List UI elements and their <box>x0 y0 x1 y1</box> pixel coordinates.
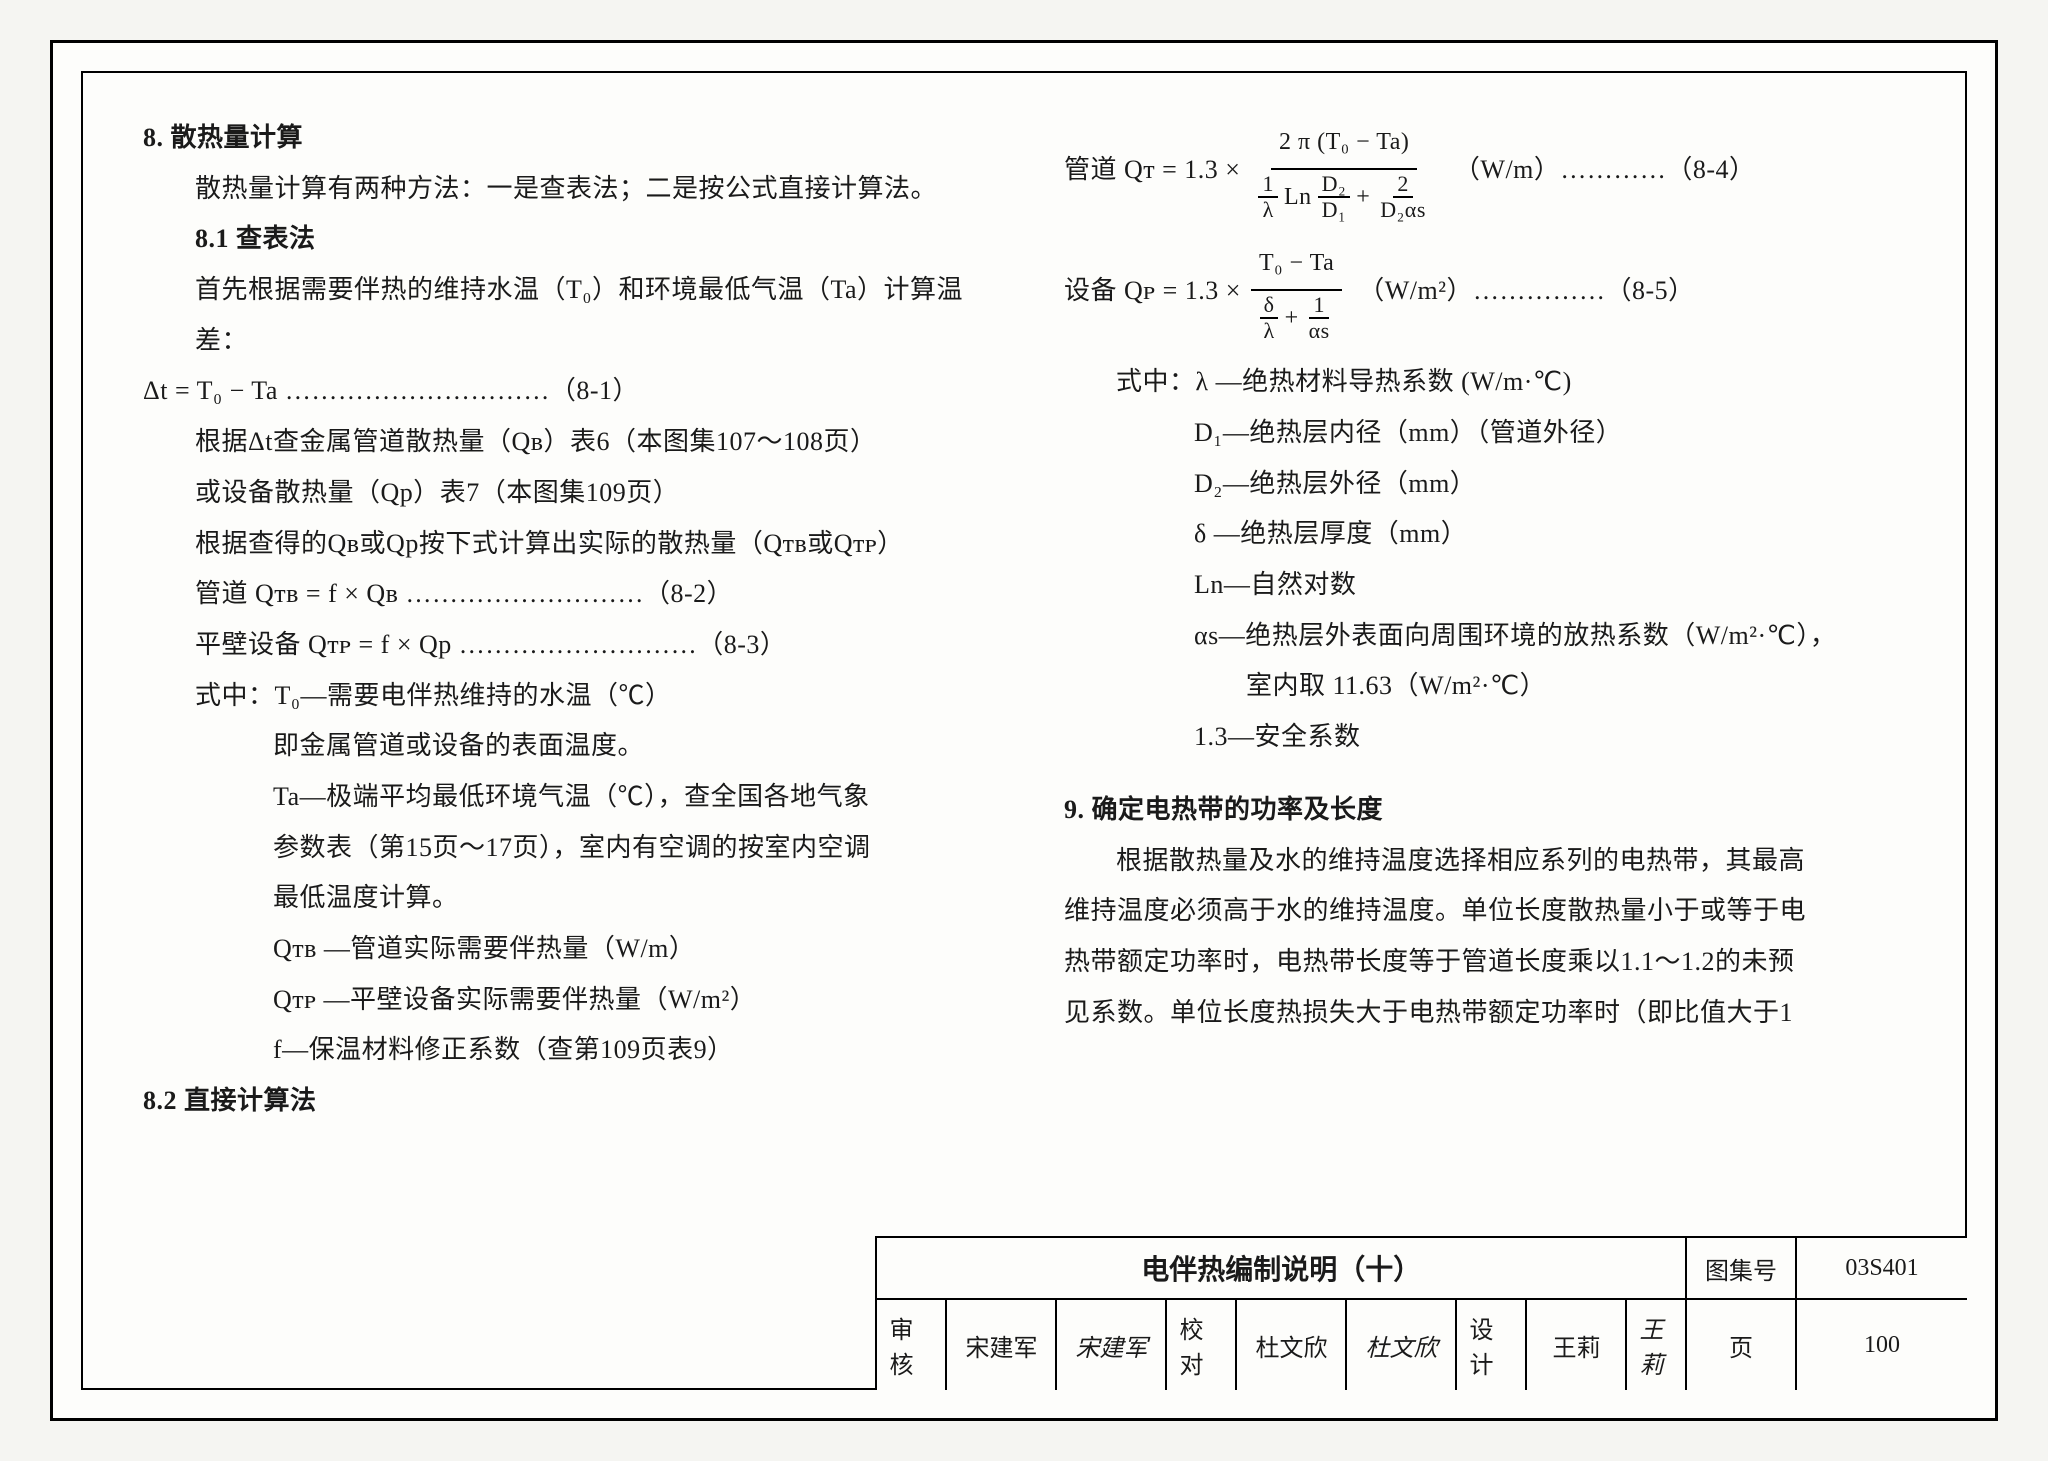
def-d2: D₂—绝热层外径（mm） <box>1194 459 1905 510</box>
checker-name: 杜文欣 <box>1237 1300 1347 1390</box>
content-columns: 8. 散热量计算 散热量计算有两种方法：一是查表法；二是按公式直接计算法。 8.… <box>143 113 1905 1248</box>
def-ta: Ta—极端平均最低环境气温（℃），查全国各地气象 <box>273 772 984 823</box>
checker-label: 校对 <box>1167 1300 1237 1390</box>
eq84-numerator: 2 π (T₀ − Ta) <box>1271 119 1417 170</box>
def-head-r: 式中：λ —绝热材料导热系数 (W/m·℃) <box>1116 357 1905 408</box>
eq84-den-1-over-lambda: 1 λ <box>1258 172 1278 222</box>
def-qtp: Qᴛᴘ —平壁设备实际需要伴热量（W/m²） <box>273 975 984 1026</box>
equation-8-1: Δt = T₀ − Ta …………………………（8-1） <box>143 366 984 417</box>
eq84-denominator: 1 λ Ln D₂ D₁ + 2 D₂αs <box>1250 170 1437 222</box>
eq84-plus: + <box>1356 174 1370 221</box>
drawing-title: 电伴热编制说明（十） <box>877 1238 1687 1298</box>
eq85-denominator: δ λ + 1 αs <box>1251 291 1341 343</box>
right-column: 管道 Qᴛ = 1.3 × 2 π (T₀ − Ta) 1 λ Ln D₂ D₁ <box>1064 113 1905 1248</box>
def-alpha: αs—绝热层外表面向周围环境的放热系数（W/m²·℃）， <box>1194 611 1905 662</box>
equation-8-2: 管道 Qᴛʙ = f × Qʙ ………………………（8-2） <box>195 569 984 620</box>
equation-8-5: 设备 Qᴘ = 1.3 × T₀ − Ta δ λ + 1 αs <box>1064 240 1905 343</box>
eq84-fraction: 2 π (T₀ − Ta) 1 λ Ln D₂ D₁ + <box>1250 119 1437 222</box>
def-ln: Ln—自然对数 <box>1194 560 1905 611</box>
inner-frame: 8. 散热量计算 散热量计算有两种方法：一是查表法；二是按公式直接计算法。 8.… <box>81 71 1967 1390</box>
para-9b: 维持温度必须高于水的维持温度。单位长度散热量小于或等于电 <box>1064 886 1905 937</box>
reviewer-signature: 宋建军 <box>1057 1300 1167 1390</box>
titleblock-row-2: 审核 宋建军 宋建军 校对 杜文欣 杜文欣 设计 王莉 王莉 页 100 <box>877 1300 1967 1390</box>
equation-8-3: 平壁设备 Qᴛᴘ = f × Qp ………………………（8-3） <box>195 620 984 671</box>
para-9c: 热带额定功率时，电热带长度等于管道长度乘以1.1～1.2的未预 <box>1064 937 1905 988</box>
reviewer-name: 宋建军 <box>947 1300 1057 1390</box>
designer-label: 设计 <box>1457 1300 1527 1390</box>
para-9d: 见系数。单位长度热损失大于电热带额定功率时（即比值大于1 <box>1064 988 1905 1039</box>
def-head: 式中：T₀—需要电伴热维持的水温（℃） <box>195 671 984 722</box>
eq84-label: 管道 Qᴛ = 1.3 × <box>1064 145 1240 196</box>
titleblock-row-1: 电伴热编制说明（十） 图集号 03S401 <box>877 1238 1967 1300</box>
heading-8-2: 8.2 直接计算法 <box>143 1076 984 1127</box>
para-81b: 根据Δt查金属管道散热量（Qʙ）表6（本图集107～108页） <box>195 417 984 468</box>
para-81a: 首先根据需要伴热的维持水温（T₀）和环境最低气温（Ta）计算温差： <box>195 265 984 366</box>
para-81d: 根据查得的Qʙ或Qp按下式计算出实际的散热量（Qᴛʙ或Qᴛᴘ） <box>195 519 984 570</box>
figure-set-label: 图集号 <box>1687 1238 1797 1298</box>
heading-8-1: 8.1 查表法 <box>195 214 984 265</box>
eq85-tail: （W/m²）……………（8-5） <box>1358 266 1694 317</box>
def-t0b: 即金属管道或设备的表面温度。 <box>273 721 984 772</box>
def-13: 1.3—安全系数 <box>1194 712 1905 763</box>
eq84-den-2-over-d2alpha: 2 D₂αs <box>1376 172 1430 222</box>
eq85-den-1-over-alpha: 1 αs <box>1305 293 1334 343</box>
def-qtb: Qᴛʙ —管道实际需要伴热量（W/m） <box>273 924 984 975</box>
para-81c: 或设备散热量（Qp）表7（本图集109页） <box>195 468 984 519</box>
def-f: f—保温材料修正系数（查第109页表9） <box>273 1025 984 1076</box>
para-intro: 散热量计算有两种方法：一是查表法；二是按公式直接计算法。 <box>195 164 984 215</box>
heading-9: 9. 确定电热带的功率及长度 <box>1064 785 1905 836</box>
eq84-tail: （W/m）…………（8-4） <box>1454 145 1756 196</box>
title-block: 电伴热编制说明（十） 图集号 03S401 审核 宋建军 宋建军 校对 杜文欣 … <box>875 1236 1967 1390</box>
designer-signature: 王莉 <box>1627 1300 1687 1390</box>
equation-8-4: 管道 Qᴛ = 1.3 × 2 π (T₀ − Ta) 1 λ Ln D₂ D₁ <box>1064 119 1905 222</box>
heading-8: 8. 散热量计算 <box>143 113 984 164</box>
eq85-fraction: T₀ − Ta δ λ + 1 αs <box>1251 240 1342 343</box>
eq85-label: 设备 Qᴘ = 1.3 × <box>1064 266 1241 317</box>
eq85-plus: + <box>1285 295 1299 342</box>
page-label: 页 <box>1687 1300 1797 1390</box>
designer-name: 王莉 <box>1527 1300 1627 1390</box>
figure-set-number: 03S401 <box>1797 1238 1967 1298</box>
reviewer-label: 审核 <box>877 1300 947 1390</box>
def-ta2: 参数表（第15页～17页），室内有空调的按室内空调 <box>273 823 984 874</box>
def-d1: D₁—绝热层内径（mm）（管道外径） <box>1194 408 1905 459</box>
page-number: 100 <box>1797 1300 1967 1390</box>
para-9a: 根据散热量及水的维持温度选择相应系列的电热带，其最高 <box>1116 836 1905 887</box>
drawing-sheet: 8. 散热量计算 散热量计算有两种方法：一是查表法；二是按公式直接计算法。 8.… <box>50 40 1998 1421</box>
left-column: 8. 散热量计算 散热量计算有两种方法：一是查表法；二是按公式直接计算法。 8.… <box>143 113 984 1248</box>
eq85-numerator: T₀ − Ta <box>1251 240 1342 291</box>
def-ta3: 最低温度计算。 <box>273 873 984 924</box>
eq84-den-d2-over-d1: D₂ D₁ <box>1318 172 1351 222</box>
eq84-ln: Ln <box>1284 174 1312 221</box>
def-delta: δ —绝热层厚度（mm） <box>1194 509 1905 560</box>
checker-signature: 杜文欣 <box>1347 1300 1457 1390</box>
def-alpha2: 室内取 11.63（W/m²·℃） <box>1246 661 1905 712</box>
eq85-den-delta-over-lambda: δ λ <box>1259 293 1278 343</box>
